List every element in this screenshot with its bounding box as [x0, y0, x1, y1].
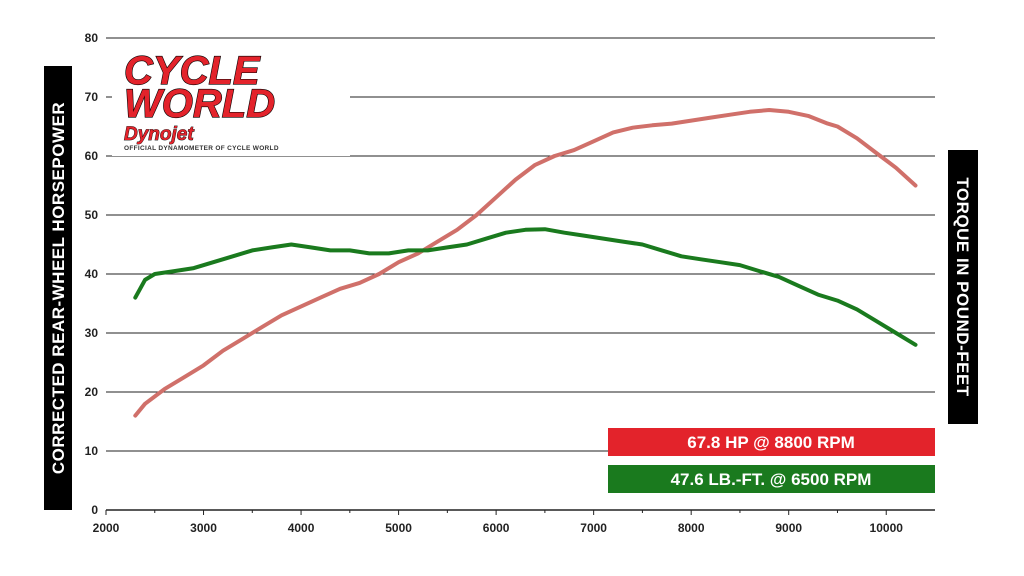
y2-axis-label: TORQUE IN POUND-FEET: [948, 150, 978, 424]
hp-line: [133, 108, 918, 418]
x-tick-4000: 4000: [288, 521, 315, 535]
x-tick-3000: 3000: [190, 521, 217, 535]
logo-line2: WORLD: [124, 82, 275, 126]
x-tick-2000: 2000: [93, 521, 120, 535]
logo-tagline: OFFICIAL DYNAMOMETER OF CYCLE WORLD: [124, 145, 279, 152]
x-tick-5000: 5000: [385, 521, 412, 535]
hp-peak-text: 67.8 HP @ 8800 RPM: [687, 433, 854, 452]
x-tick-labels: 2000 3000 4000 5000 6000 7000 8000 9000 10000: [93, 521, 904, 535]
x-tick-6000: 6000: [483, 521, 510, 535]
torque-peak-box: [608, 465, 935, 493]
y-tick-40: 40: [85, 267, 99, 281]
y-tick-60: 60: [85, 149, 99, 163]
y-tick-0: 0: [91, 503, 98, 517]
series-lines: [133, 108, 918, 418]
x-tick-9000: 9000: [775, 521, 802, 535]
hp-peak-box: [608, 428, 935, 456]
y-tick-70: 70: [85, 90, 99, 104]
y-axis-label-box: [44, 66, 72, 510]
y-tick-20: 20: [85, 385, 99, 399]
y-tick-labels: 0 10 20 30 40 50 60 70 80: [85, 31, 99, 517]
x-axis: [105, 509, 935, 515]
y-tick-30: 30: [85, 326, 99, 340]
hp-peak-annotation: 67.8 HP @ 8800 RPM: [608, 428, 935, 456]
torque-peak-text: 47.6 LB.-FT. @ 6500 RPM: [671, 470, 872, 489]
y-tick-50: 50: [85, 208, 99, 222]
logo-line1: CYCLE: [124, 49, 261, 93]
cycle-world-dynojet-logo: CYCLE WORLD Dynojet OFFICIAL DYNAMOMETER…: [112, 44, 350, 156]
x-tick-10000: 10000: [870, 521, 904, 535]
x-tick-7000: 7000: [580, 521, 607, 535]
y-axis-label: CORRECTED REAR-WHEEL HORSEPOWER: [44, 66, 72, 510]
x-tick-8000: 8000: [678, 521, 705, 535]
y2-axis-label-text: TORQUE IN POUND-FEET: [953, 177, 972, 396]
logo-sub: Dynojet: [124, 124, 194, 145]
y-tick-10: 10: [85, 444, 99, 458]
y2-axis-label-box: [948, 150, 978, 424]
y-axis-label-text: CORRECTED REAR-WHEEL HORSEPOWER: [49, 102, 68, 474]
torque-line: [133, 227, 918, 347]
torque-peak-annotation: 47.6 LB.-FT. @ 6500 RPM: [608, 465, 935, 493]
y-tick-80: 80: [85, 31, 99, 45]
logo-backdrop: [112, 44, 350, 156]
